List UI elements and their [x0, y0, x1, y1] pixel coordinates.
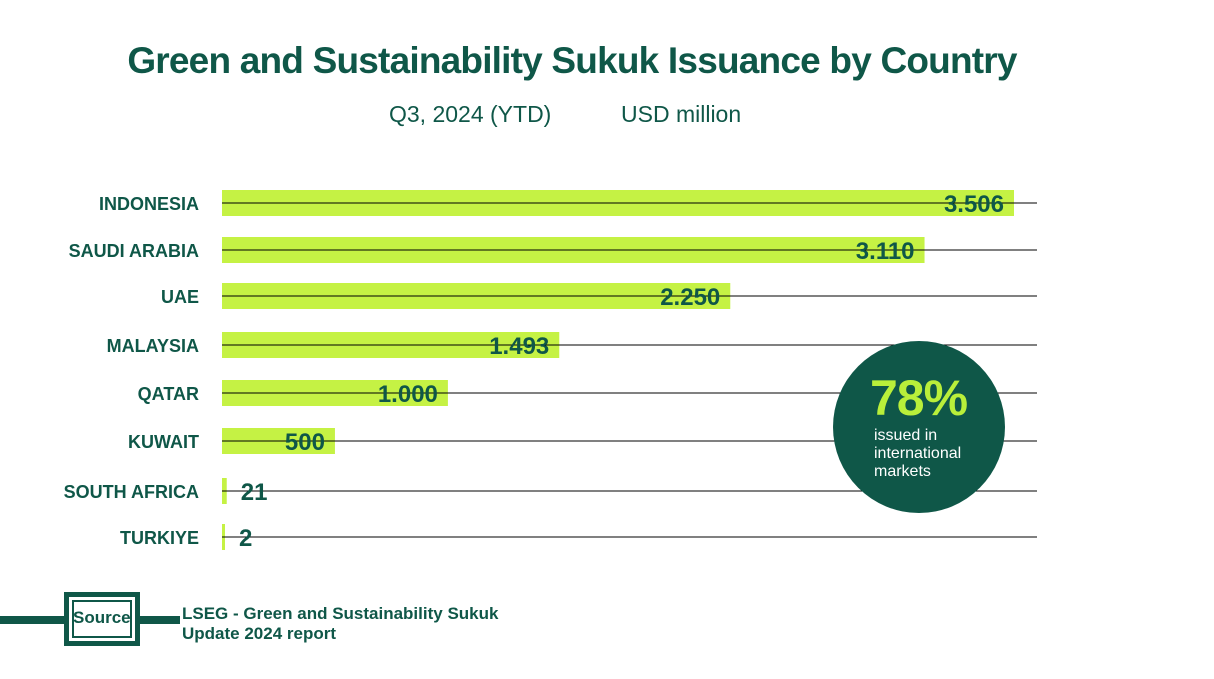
category-label: SOUTH AFRICA — [64, 482, 199, 502]
category-label: INDONESIA — [99, 194, 199, 214]
category-label: QATAR — [138, 384, 199, 404]
source-text-line: Update 2024 report — [182, 624, 336, 643]
data-label: 500 — [285, 429, 325, 456]
source-box — [64, 592, 140, 646]
data-label: 1.493 — [489, 333, 549, 360]
data-label: 3.110 — [856, 238, 915, 265]
category-label: TURKIYE — [120, 528, 199, 548]
category-label: MALAYSIA — [107, 336, 199, 356]
badge-caption-line: markets — [874, 463, 931, 480]
source-text-line: LSEG - Green and Sustainability Sukuk — [182, 604, 499, 623]
data-label: 1.000 — [378, 381, 438, 408]
international-share-badge: 78% issued in international markets — [833, 341, 1005, 513]
subtitle-unit: USD million — [621, 101, 742, 127]
badge-caption-line: issued in — [874, 427, 938, 444]
source-text: LSEG - Green and Sustainability Sukuk Up… — [182, 604, 562, 644]
source-box-inner — [72, 600, 132, 638]
data-label: 2.250 — [660, 284, 720, 311]
subtitle-period: Q3, 2024 (YTD) — [389, 101, 552, 127]
chart-title: Green and Sustainability Sukuk Issuance … — [127, 40, 1017, 81]
data-label: 21 — [241, 479, 268, 506]
data-label: 3.506 — [944, 191, 1004, 218]
badge-percent: 78% — [870, 370, 968, 426]
data-label: 2 — [239, 525, 252, 552]
source-label: Source — [73, 608, 131, 627]
category-label: KUWAIT — [128, 432, 199, 452]
category-label: UAE — [161, 287, 199, 307]
badge-caption: issued in international markets — [874, 427, 994, 481]
badge-caption-line: international — [874, 445, 962, 462]
category-label: SAUDI ARABIA — [69, 241, 199, 261]
